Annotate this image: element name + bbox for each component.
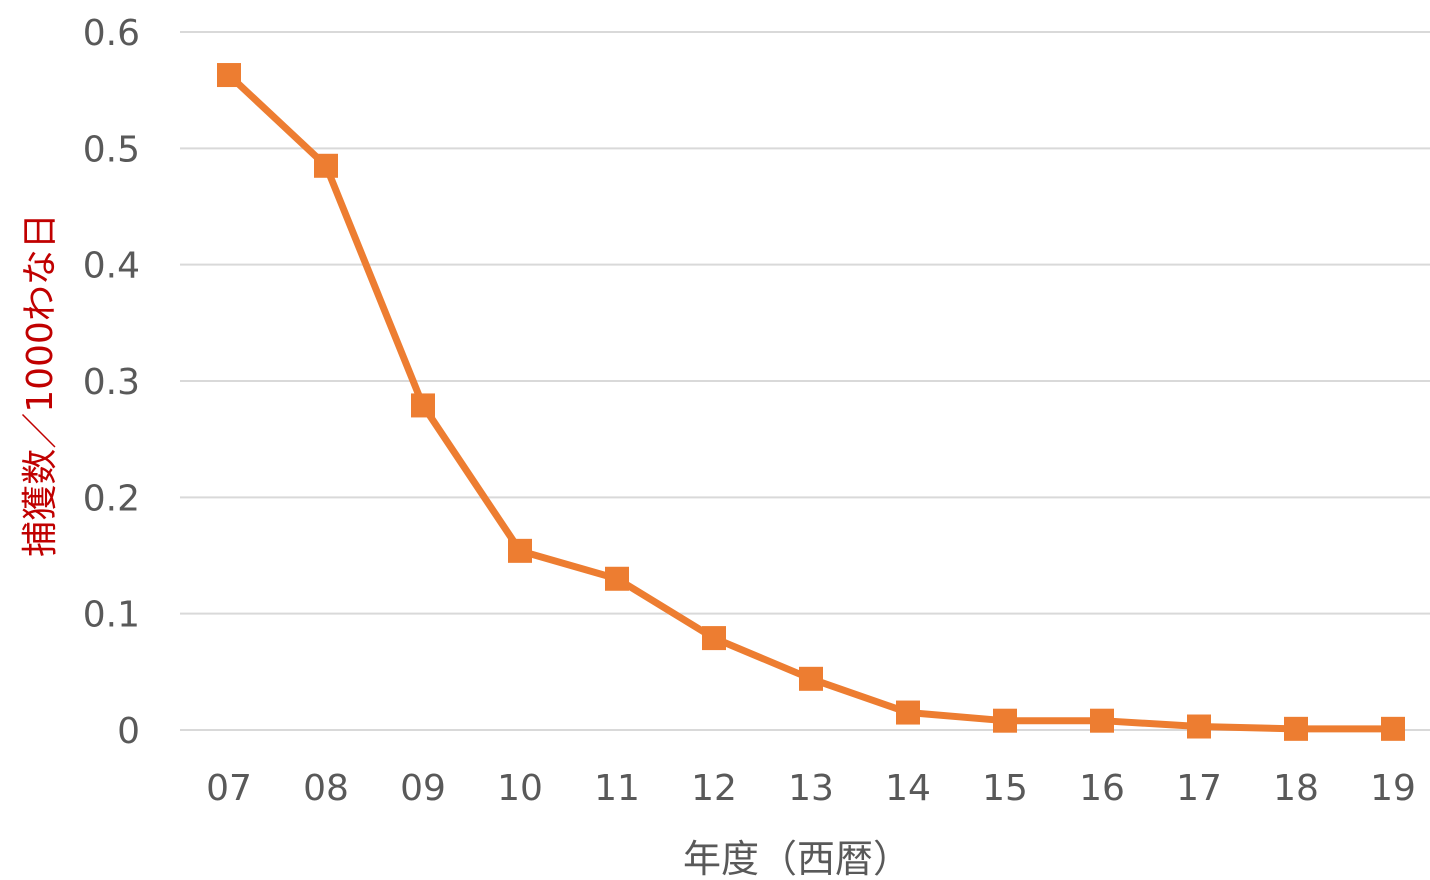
y-tick-label: 0.4 — [83, 246, 140, 287]
data-point-09 — [411, 393, 435, 418]
data-point-08 — [314, 153, 338, 178]
data-point-12 — [702, 626, 726, 651]
data-point-14 — [896, 700, 920, 725]
x-axis-ticks: 07 08 09 10 11 12 13 14 15 16 17 18 19 — [206, 768, 1416, 809]
x-tick-label: 19 — [1370, 768, 1416, 809]
x-tick-label: 17 — [1176, 768, 1222, 809]
data-point-07 — [217, 63, 241, 88]
x-tick-label: 16 — [1079, 768, 1125, 809]
x-tick-label: 15 — [982, 768, 1028, 809]
x-axis-title: 年度（西暦） — [683, 837, 911, 880]
x-tick-label: 10 — [497, 768, 543, 809]
x-tick-label: 18 — [1273, 768, 1319, 809]
y-tick-label: 0.6 — [83, 13, 140, 54]
data-point-13 — [799, 666, 823, 691]
y-axis-title: 捕獲数／1000わな日 — [20, 213, 61, 557]
data-point-11 — [605, 566, 629, 591]
y-tick-label: 0.1 — [83, 595, 140, 636]
y-tick-label: 0 — [117, 711, 140, 752]
data-point-19 — [1381, 716, 1405, 741]
data-series — [217, 63, 1405, 741]
x-tick-label: 07 — [206, 768, 252, 809]
x-tick-label: 09 — [400, 768, 446, 809]
data-point-16 — [1090, 708, 1114, 733]
y-tick-label: 0.5 — [83, 129, 140, 170]
series-line-0 — [225, 71, 1397, 733]
y-axis-ticks: 0 0.1 0.2 0.3 0.4 0.5 0.6 — [83, 13, 140, 752]
x-tick-label: 13 — [788, 768, 834, 809]
data-point-10 — [508, 538, 532, 563]
data-point-18 — [1284, 716, 1308, 741]
gridlines — [180, 31, 1430, 731]
x-tick-label: 14 — [885, 768, 931, 809]
y-tick-label: 0.2 — [83, 478, 140, 519]
data-point-15 — [993, 708, 1017, 733]
x-tick-label: 12 — [691, 768, 737, 809]
data-point-17 — [1187, 714, 1211, 739]
y-tick-label: 0.3 — [83, 362, 140, 403]
x-tick-label: 11 — [594, 768, 640, 809]
x-tick-label: 08 — [303, 768, 349, 809]
